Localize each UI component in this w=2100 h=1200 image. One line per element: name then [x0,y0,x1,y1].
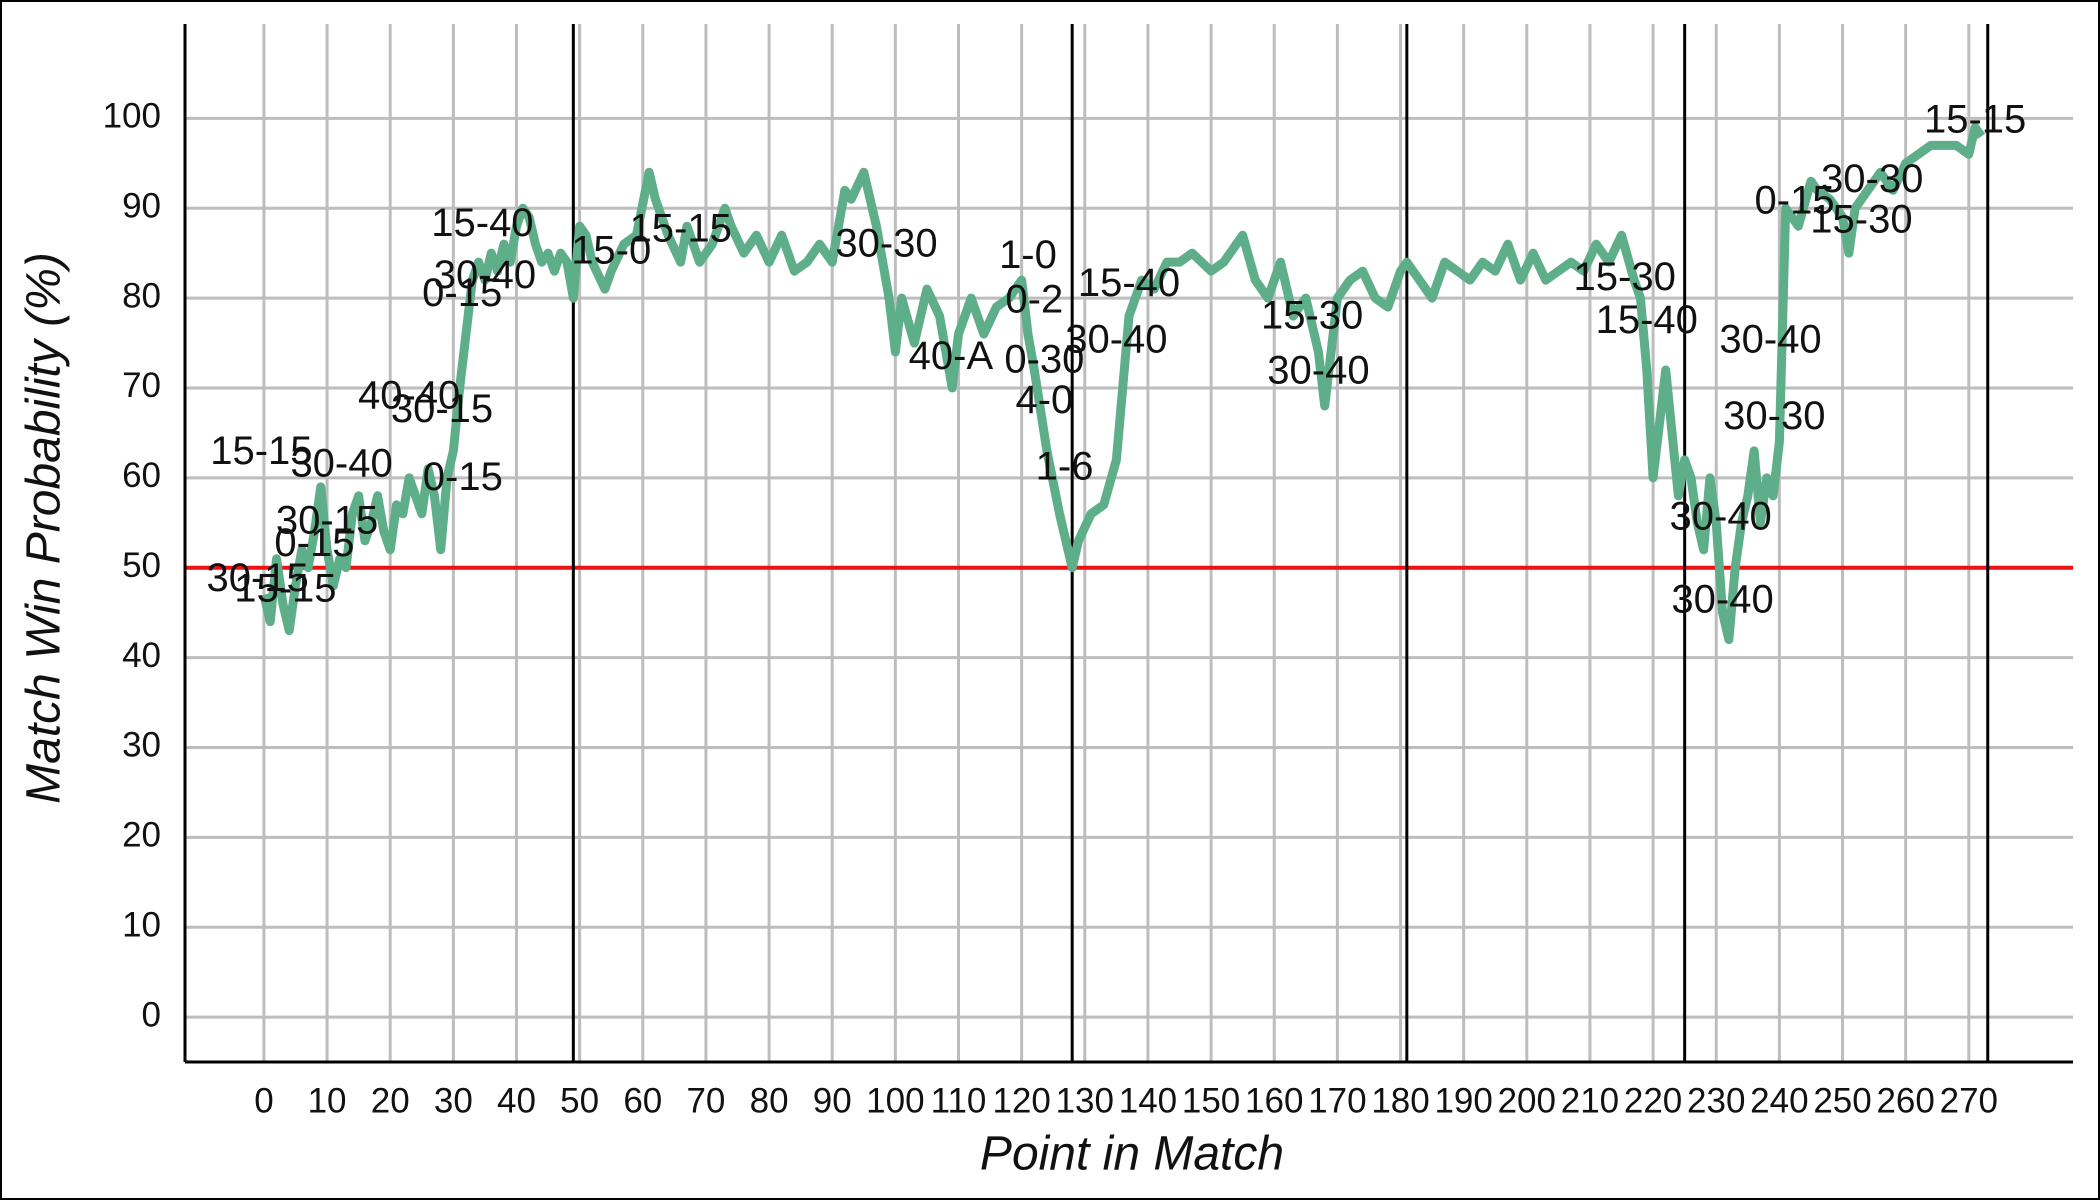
y-tick-label: 40 [122,636,161,675]
annotation: 30-40 [1065,318,1167,362]
annotation: 4-0 [1015,378,1073,422]
x-tick-label: 0 [254,1081,273,1120]
x-tick-label: 50 [560,1081,599,1120]
annotation: 15-0 [571,229,651,273]
x-tick-label: 70 [686,1081,725,1120]
annotation: 30-40 [434,253,536,297]
series-line [259,122,1986,645]
x-tick-label: 210 [1561,1081,1619,1120]
y-tick-label: 80 [122,276,161,315]
annotation: 0-30 [1004,337,1084,381]
x-tick-label: 180 [1371,1081,1429,1120]
x-tick-label: 270 [1940,1081,1998,1120]
annotation: 15-15 [234,567,336,611]
annotation: 30-30 [1723,394,1825,438]
annotation: 15-40 [1078,261,1180,305]
annotation: 15-30 [1261,293,1363,337]
annotation: 30-15 [276,498,378,542]
annotation: 15-15 [1924,98,2026,142]
y-tick-label: 100 [103,97,161,136]
annotation: 15-30 [1810,197,1912,241]
annotation: 40-40 [358,373,460,417]
annotation: 0-15 [423,455,503,499]
x-tick-label: 250 [1813,1081,1871,1120]
x-tick-label: 160 [1245,1081,1303,1120]
x-tick-label: 120 [992,1081,1050,1120]
x-axis-title: Point in Match [980,1128,1284,1181]
annotation: 30-40 [1671,577,1773,621]
annotation: 0-15 [1755,178,1835,222]
x-tick-label: 30 [434,1081,473,1120]
annotation: 30-40 [1267,348,1369,392]
annotation: 15-40 [431,201,533,245]
x-tick-label: 100 [866,1081,924,1120]
y-tick-label: 30 [122,726,161,765]
y-tick-label: 0 [142,995,161,1034]
annotation: 1-6 [1036,444,1094,488]
y-axis-title: Match Win Probability (%) [18,252,71,804]
x-tick-label: 60 [623,1081,662,1120]
annotation: 0-15 [274,521,354,565]
x-tick-label: 140 [1119,1081,1177,1120]
x-tick-label: 10 [308,1081,347,1120]
x-tick-label: 190 [1434,1081,1492,1120]
x-tick-label: 90 [813,1081,852,1120]
annotation: 15-40 [1596,298,1698,342]
y-tick-label: 90 [122,186,161,225]
x-tick-label: 260 [1876,1081,1934,1120]
annotation: 15-15 [210,429,312,473]
annotation: 30-40 [1670,495,1772,539]
annotation: 0-15 [422,271,502,315]
y-tick-label: 60 [122,456,161,495]
annotation: 0-2 [1005,277,1063,321]
x-tick-label: 200 [1498,1081,1556,1120]
annotation: 15-30 [1574,255,1676,299]
x-tick-label: 150 [1182,1081,1240,1120]
x-tick-label: 220 [1624,1081,1682,1120]
x-tick-label: 20 [371,1081,410,1120]
x-tick-label: 130 [1056,1081,1114,1120]
x-tick-label: 80 [750,1081,789,1120]
annotation: 30-40 [290,442,392,486]
annotation: 30-30 [835,222,937,266]
y-tick-label: 10 [122,905,161,944]
x-tick-label: 230 [1687,1081,1745,1120]
annotation: 15-15 [630,206,732,250]
y-tick-label: 70 [122,366,161,405]
annotation: 40-A [909,334,994,378]
annotation: 30-30 [1821,157,1923,201]
annotation: 1-0 [999,233,1057,277]
annotation: 30-15 [206,556,308,600]
y-tick-label: 50 [122,546,161,585]
x-tick-label: 170 [1308,1081,1366,1120]
x-tick-label: 110 [931,1081,987,1120]
y-tick-label: 20 [122,816,161,855]
annotation: 30-40 [1719,318,1821,362]
annotation: 30-15 [391,387,493,431]
x-tick-label: 240 [1750,1081,1808,1120]
x-tick-label: 40 [497,1081,536,1120]
